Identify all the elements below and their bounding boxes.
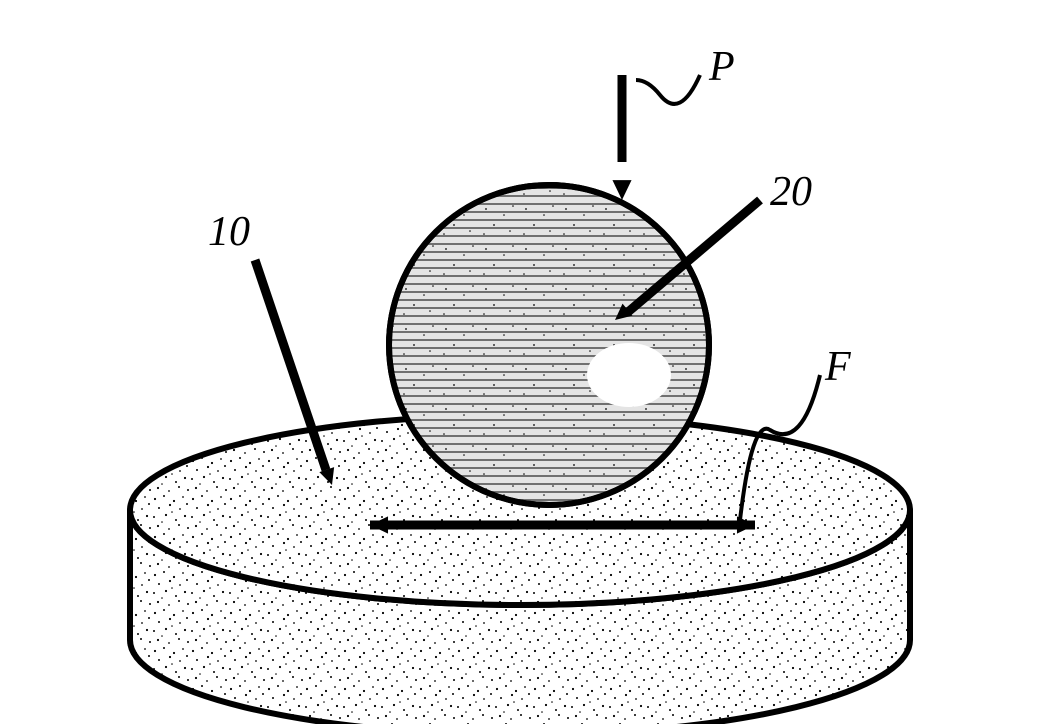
sphere-indenter (389, 185, 709, 505)
label-F: F (824, 344, 851, 390)
label-P: P (708, 44, 735, 90)
friction-test-diagram: P 20 10 F (0, 0, 1041, 724)
normal-load-arrow (612, 75, 631, 200)
label-10: 10 (208, 209, 250, 255)
label-20: 20 (770, 169, 812, 215)
